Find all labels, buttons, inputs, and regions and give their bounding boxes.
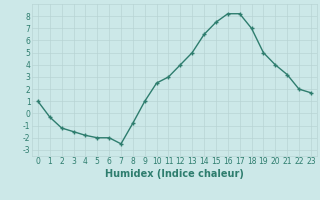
X-axis label: Humidex (Indice chaleur): Humidex (Indice chaleur) bbox=[105, 169, 244, 179]
